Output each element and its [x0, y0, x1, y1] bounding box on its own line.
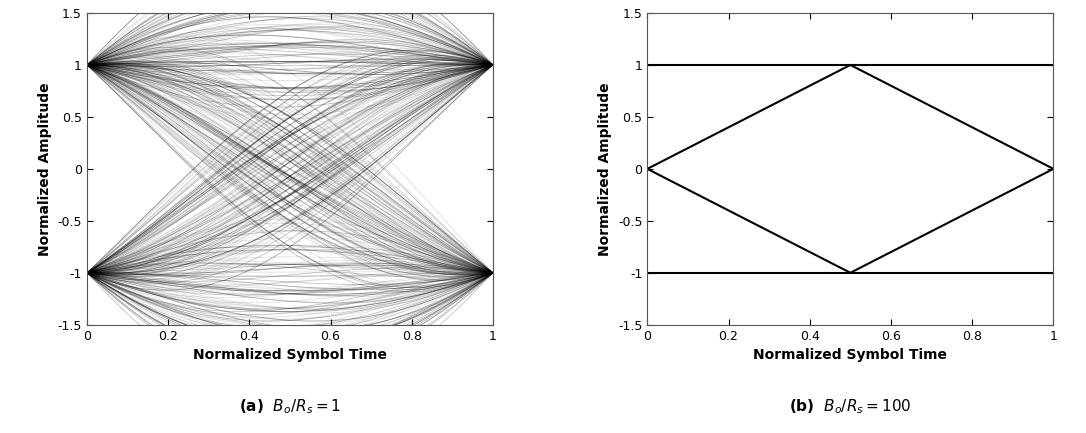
- Text: $\mathbf{(a)}$  $B_o/R_s = 1$: $\mathbf{(a)}$ $B_o/R_s = 1$: [239, 397, 341, 416]
- Text: $\mathbf{(b)}$  $B_o/R_s = 100$: $\mathbf{(b)}$ $B_o/R_s = 100$: [790, 397, 911, 416]
- X-axis label: Normalized Symbol Time: Normalized Symbol Time: [193, 348, 387, 362]
- Y-axis label: Normalized Amplitude: Normalized Amplitude: [38, 82, 52, 255]
- Y-axis label: Normalized Amplitude: Normalized Amplitude: [598, 82, 613, 255]
- X-axis label: Normalized Symbol Time: Normalized Symbol Time: [754, 348, 947, 362]
